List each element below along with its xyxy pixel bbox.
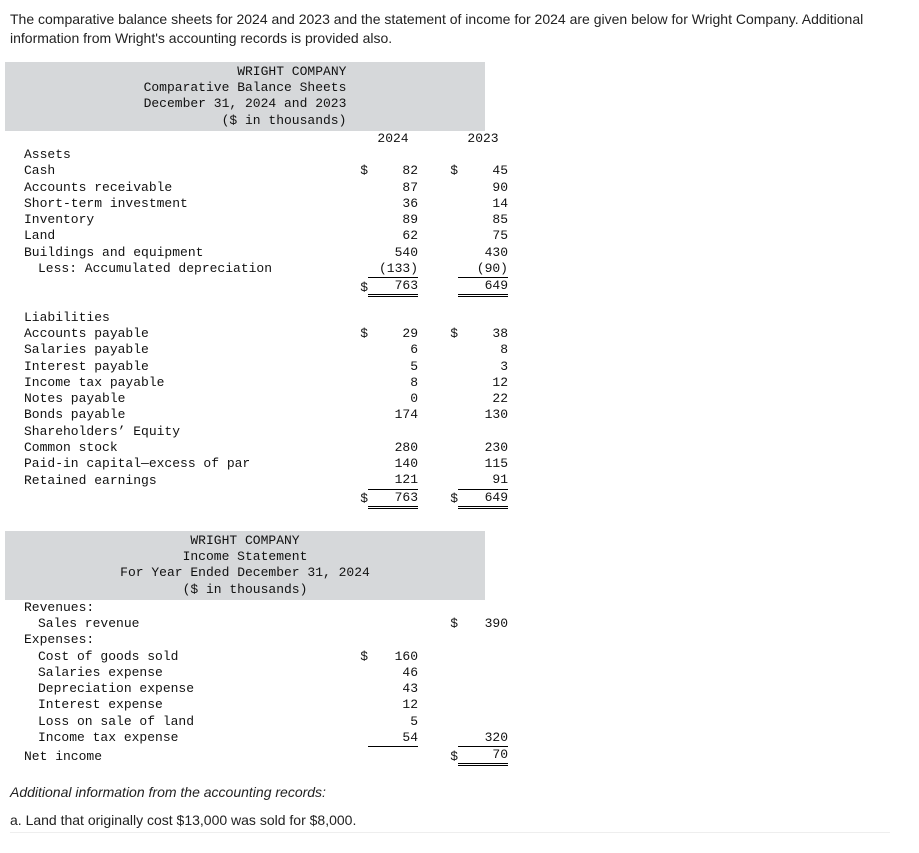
- row-depexp: Depreciation expense43: [10, 681, 508, 697]
- row-sti: Short-term investment3614: [10, 196, 508, 212]
- row-ar: Accounts receivable8790: [10, 180, 508, 196]
- bs-dates: December 31, 2024 and 2023: [144, 96, 347, 112]
- row-accdep: Less: Accumulated depreciation(133)(90): [10, 261, 508, 278]
- row-intexp: Interest expense12: [10, 697, 508, 713]
- assets-heading: Assets: [10, 147, 338, 163]
- additional-info-heading: Additional information from the accounti…: [10, 784, 909, 800]
- is-period: For Year Ended December 31, 2024: [120, 565, 370, 581]
- additional-info-item-a: a. Land that originally cost $13,000 was…: [10, 812, 890, 833]
- row-itexp: Income tax expense54320: [10, 730, 508, 747]
- row-sales: Sales revenue$390: [10, 616, 508, 632]
- bs-company: WRIGHT COMPANY: [144, 64, 347, 80]
- row-land: Land6275: [10, 228, 508, 244]
- row-cogs: Cost of goods sold$160: [10, 649, 508, 665]
- row-be: Buildings and equipment540430: [10, 245, 508, 261]
- row-bp: Bonds payable174130: [10, 407, 508, 423]
- is-units: ($ in thousands): [120, 582, 370, 598]
- row-cs: Common stock280230: [10, 440, 508, 456]
- row-re: Retained earnings12191: [10, 472, 508, 489]
- intro-text: The comparative balance sheets for 2024 …: [10, 10, 909, 48]
- bs-title: Comparative Balance Sheets: [144, 80, 347, 96]
- revenues-heading: Revenues:: [10, 600, 338, 616]
- balance-sheet-header: WRIGHT COMPANY Comparative Balance Sheet…: [5, 62, 485, 131]
- row-inv: Inventory8985: [10, 212, 508, 228]
- row-netincome: Net income$70: [10, 747, 508, 765]
- row-lossland: Loss on sale of land5: [10, 714, 508, 730]
- income-statement-table: Revenues: Sales revenue$390 Expenses: Co…: [10, 600, 508, 767]
- liabilities-heading: Liabilities: [10, 310, 338, 326]
- row-liab-total: $763$649: [10, 489, 508, 507]
- row-pic: Paid-in capital—excess of par140115: [10, 456, 508, 472]
- year-2024: 2024: [368, 131, 418, 147]
- expenses-heading: Expenses:: [10, 632, 338, 648]
- income-statement-header: WRIGHT COMPANY Income Statement For Year…: [5, 531, 485, 600]
- row-cash: Cash$82$45: [10, 163, 508, 179]
- row-salexp: Salaries expense46: [10, 665, 508, 681]
- row-salp: Salaries payable68: [10, 342, 508, 358]
- bs-units: ($ in thousands): [144, 113, 347, 129]
- row-intp: Interest payable53: [10, 359, 508, 375]
- is-title: Income Statement: [120, 549, 370, 565]
- balance-sheet-table: 2024 2023 Assets Cash$82$45 Accounts rec…: [10, 131, 508, 509]
- se-heading: Shareholders’ Equity: [10, 424, 338, 440]
- row-assets-total: $763649: [10, 278, 508, 296]
- row-ap: Accounts payable$29$38: [10, 326, 508, 342]
- is-company: WRIGHT COMPANY: [120, 533, 370, 549]
- row-itp: Income tax payable812: [10, 375, 508, 391]
- year-2023: 2023: [458, 131, 508, 147]
- row-np: Notes payable022: [10, 391, 508, 407]
